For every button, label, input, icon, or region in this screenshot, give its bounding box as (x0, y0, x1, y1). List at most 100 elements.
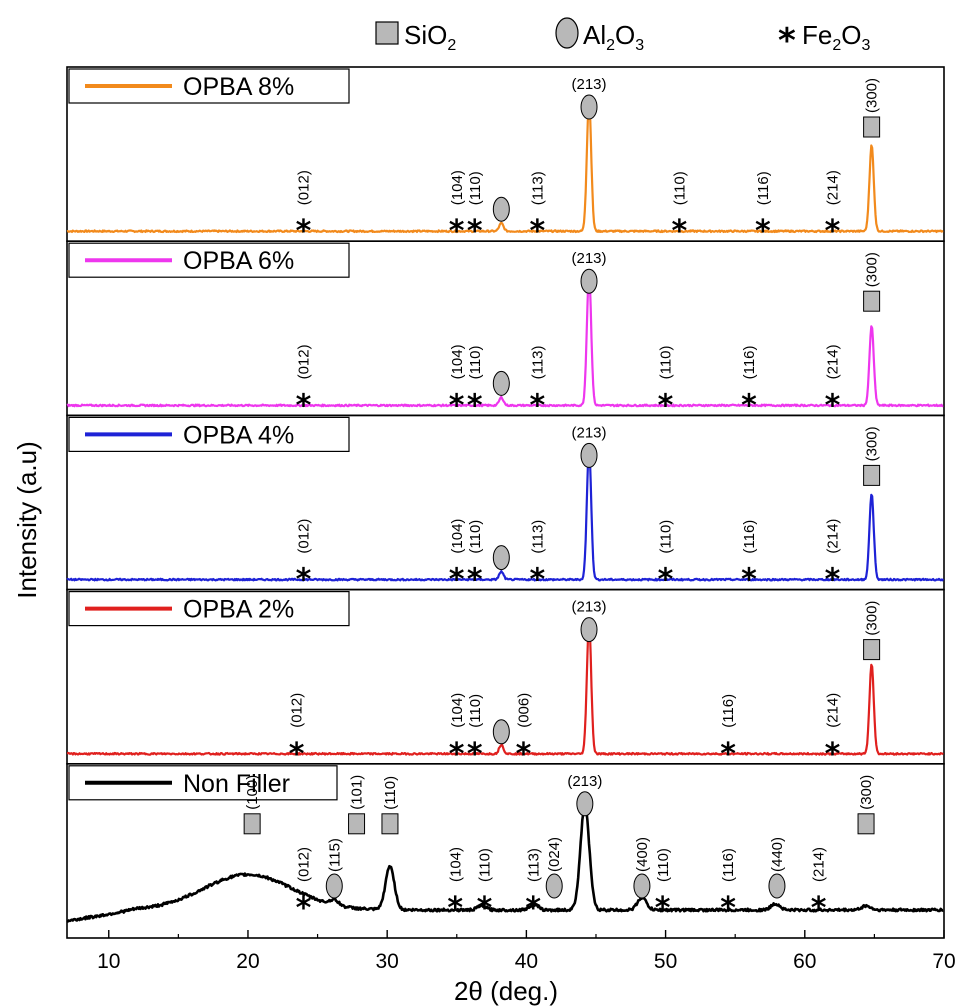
panel-frame (66, 762, 945, 939)
peak-annotation: * (113) (530, 520, 547, 598)
peak-annotation: * (116) (720, 694, 737, 772)
series-line (66, 272, 944, 408)
series-line (66, 446, 945, 582)
peak-annotation: (300) (863, 601, 881, 661)
peak-annotation: * (104) (449, 170, 466, 249)
hkl-label: (400) (634, 837, 651, 872)
series-line (66, 804, 944, 923)
peak-annotation: * (214) (825, 693, 842, 772)
hkl-label: (110) (382, 776, 399, 810)
peak-annotation: * (110) (467, 345, 484, 423)
x-tick-label: 30 (375, 950, 398, 973)
ellipse-marker-icon (492, 719, 510, 745)
legend-box (68, 68, 350, 104)
hkl-label: (006) (516, 693, 533, 728)
hkl-label: (012) (296, 519, 313, 554)
star-marker-icon: * (530, 563, 546, 598)
peak-annotation: *(012) (296, 170, 313, 249)
peak-annotation: (300) (857, 775, 875, 835)
panel-4: Non Filler(100) * (012) (115) (101) (110) * (10… (66, 762, 945, 939)
peak-annotation: * (110) (467, 694, 484, 772)
star-marker-icon: * (720, 891, 736, 926)
square-marker-icon (348, 813, 366, 835)
series-line (66, 620, 944, 756)
peak-annotation: * (214) (825, 170, 842, 249)
peak-annotation: * (006) (516, 693, 533, 772)
star-marker-icon: * (825, 737, 841, 772)
x-tick-label: 20 (236, 950, 259, 973)
peak-annotation: * (110) (467, 520, 484, 598)
square-marker-icon (857, 813, 875, 835)
star-marker-icon: * (655, 891, 671, 926)
star-marker-icon: * (449, 214, 465, 249)
star-marker-icon: * (778, 21, 796, 61)
hkl-label: (110) (658, 520, 675, 554)
peak-annotation: (440) (768, 837, 786, 899)
hkl-label: (104) (449, 344, 466, 379)
star-marker-icon: * (467, 563, 483, 598)
ellipse-marker-icon (580, 617, 598, 643)
x-axis-title: 2θ (deg.) (454, 976, 558, 1006)
hkl-label: (116) (720, 694, 737, 728)
peak-annotation (492, 719, 510, 745)
hkl-label: (104) (449, 170, 466, 205)
hkl-label: (300) (864, 252, 881, 287)
peak-annotation: * (113) (530, 345, 547, 423)
panel-0: OPBA 8%*(012)*(104)*(110)*(113)(213)*(11… (66, 66, 945, 249)
peak-annotation (492, 196, 510, 222)
hkl-label: (213) (572, 424, 607, 441)
ellipse-marker-icon (492, 545, 510, 571)
hkl-label: (110) (467, 694, 484, 728)
ellipse-marker-icon (580, 442, 598, 468)
hkl-label: (300) (864, 78, 881, 113)
peak-annotation: (100) (243, 775, 261, 835)
hkl-label: (213) (572, 76, 607, 93)
peak-annotation: * (110) (672, 171, 689, 249)
hkl-label: (110) (655, 848, 672, 882)
hkl-label: (116) (741, 520, 758, 554)
hkl-label: (300) (858, 775, 875, 810)
hkl-label: (116) (755, 171, 772, 205)
x-tick-label: 50 (654, 950, 677, 973)
peak-annotation: (400) (633, 837, 651, 899)
square-marker-icon (863, 639, 881, 661)
peak-annotation: * (214) (825, 344, 842, 423)
x-tick-label: 60 (793, 950, 816, 973)
legend-label: OPBA 6% (183, 247, 294, 275)
hkl-label: (012) (296, 170, 313, 205)
hkl-label: (440) (769, 837, 786, 872)
peak-annotation: (300) (863, 78, 881, 138)
hkl-label: (012) (289, 693, 306, 728)
peak-annotation: * (110) (467, 171, 484, 249)
hkl-label: (110) (477, 848, 494, 882)
peak-annotation: * (116) (741, 520, 758, 598)
hkl-label: (214) (825, 693, 842, 728)
peak-annotation: *(012) (289, 693, 306, 772)
hkl-label: (110) (467, 345, 484, 379)
phase-formula: SiO2 (404, 20, 456, 54)
star-marker-icon: * (516, 737, 532, 772)
hkl-label: (104) (447, 847, 464, 882)
y-axis-title: Intensity (a.u) (12, 441, 42, 599)
ellipse-marker-icon (768, 873, 786, 899)
hkl-label: (110) (467, 520, 484, 554)
x-tick-label: 10 (97, 950, 120, 973)
hkl-label: (214) (825, 519, 842, 554)
star-marker-icon: * (811, 891, 827, 926)
peak-annotation: * (104) (449, 693, 466, 772)
star-marker-icon: * (672, 214, 688, 249)
peak-annotation: * (116) (720, 848, 737, 926)
peak-annotation: * (113) (530, 171, 547, 249)
hkl-label: (104) (449, 519, 466, 554)
hkl-label: (113) (525, 848, 542, 882)
peak-annotation (492, 370, 510, 396)
ellipse-marker-icon (576, 791, 594, 817)
star-marker-icon: * (825, 388, 841, 423)
hkl-label: (213) (572, 250, 607, 267)
hkl-label: (012) (296, 344, 313, 379)
star-marker-icon: * (825, 214, 841, 249)
series-line (66, 98, 944, 234)
peak-annotation: * (214) (811, 847, 828, 926)
peak-annotation: * (116) (755, 171, 772, 249)
